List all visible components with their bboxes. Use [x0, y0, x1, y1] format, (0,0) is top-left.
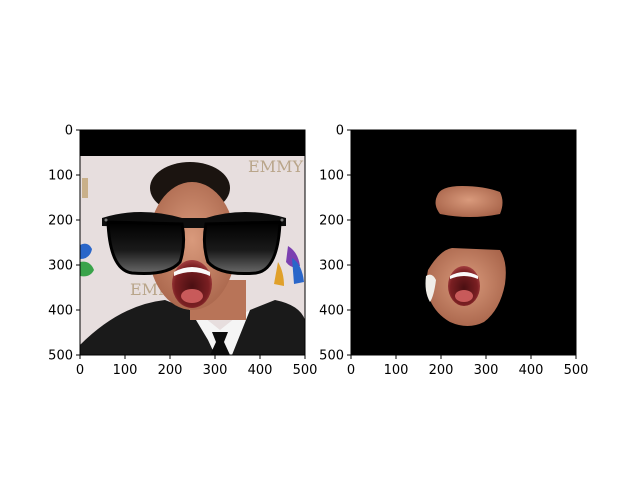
sunglasses — [102, 212, 286, 275]
axes-frame-right — [350, 129, 577, 356]
axes-left: EMMY EMMY — [48, 124, 317, 379]
x-tick-label-right: 0 — [347, 363, 355, 378]
y-tick-label-right: 0 — [336, 124, 344, 139]
x-tick-label-left: 300 — [203, 363, 228, 378]
x-tick-label-right: 500 — [564, 363, 589, 378]
tie — [210, 332, 230, 355]
sunglasses-lens-left — [106, 220, 186, 275]
x-tick-label-right: 100 — [384, 363, 409, 378]
x-tick-label-right: 200 — [429, 363, 454, 378]
x-tick-label-left: 500 — [293, 363, 318, 378]
y-tick-label-left: 500 — [48, 349, 73, 364]
x-tick-label-right: 300 — [474, 363, 499, 378]
backdrop-logo — [82, 178, 88, 198]
x-tick-label-left: 100 — [113, 363, 138, 378]
peacock-logo-right-3 — [274, 262, 284, 286]
x-tick-label-left: 400 — [248, 363, 273, 378]
sunglasses-stud-right — [280, 218, 284, 222]
y-tick-label-right: 400 — [319, 304, 344, 319]
y-tick-label-left: 100 — [48, 169, 73, 184]
head — [148, 182, 236, 310]
mask-teeth — [450, 272, 478, 279]
y-tick-label-right: 500 — [319, 349, 344, 364]
mask-tongue — [455, 290, 473, 302]
image-left: EMMY EMMY — [80, 130, 305, 355]
peacock-logo-left-2 — [80, 261, 94, 277]
mask-highlight — [425, 274, 436, 302]
y-tick-label-left: 0 — [65, 124, 73, 139]
x-tick-label-right: 400 — [519, 363, 544, 378]
y-tick-label-left: 300 — [48, 259, 73, 274]
image-top-band — [80, 130, 305, 156]
axes-frame-left — [79, 129, 306, 356]
y-tick-label-left: 400 — [48, 304, 73, 319]
sunglasses-stud-left — [104, 218, 108, 222]
teeth — [174, 267, 210, 276]
y-tick-label-right: 300 — [319, 259, 344, 274]
y-tick-label-left: 200 — [48, 214, 73, 229]
mask-forehead — [435, 186, 503, 217]
y-tick-label-right: 200 — [319, 214, 344, 229]
x-tick-label-left: 200 — [158, 363, 183, 378]
y-tick-label-right: 100 — [319, 169, 344, 184]
sunglasses-lens-right — [202, 220, 282, 275]
peacock-logo-right-2 — [292, 258, 304, 284]
image-right — [351, 130, 576, 355]
x-tick-label-left: 0 — [76, 363, 84, 378]
tongue — [181, 289, 203, 303]
backdrop-emmy-label: EMMY — [248, 157, 303, 176]
peacock-logo-left — [80, 243, 92, 259]
suit — [80, 300, 305, 355]
